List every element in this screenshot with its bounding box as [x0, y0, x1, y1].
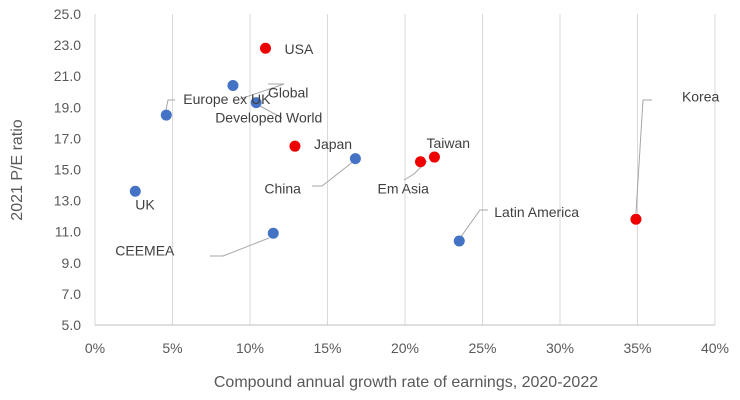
x-tick-label: 40%: [701, 340, 729, 356]
point-latin-america: [453, 235, 465, 247]
leader-lines: [165, 83, 652, 257]
label-taiwan: Taiwan: [426, 135, 470, 151]
leader-line-global: [239, 83, 285, 100]
x-tick-label: 0%: [85, 340, 105, 356]
point-europe-ex-uk: [160, 109, 172, 121]
label-developed-world: Developed World: [215, 110, 322, 126]
point-taiwan: [428, 151, 440, 163]
y-tick-label: 13.0: [54, 193, 81, 209]
y-tick-label: 11.0: [55, 224, 81, 240]
x-tick-label: 30%: [546, 340, 574, 356]
y-tick-label: 23.0: [54, 37, 81, 53]
gridlines: [94, 14, 716, 325]
y-tick-label: 21.0: [54, 68, 81, 84]
x-tick-label: 10%: [236, 340, 264, 356]
label-uk: UK: [135, 196, 155, 212]
point-global: [227, 80, 239, 92]
leader-line-latin-america: [459, 209, 488, 239]
label-china: China: [264, 181, 301, 197]
y-tick-label: 25.0: [54, 6, 81, 22]
label-japan: Japan: [314, 136, 352, 152]
y-tick-label: 9.0: [62, 255, 82, 271]
point-developed-world: [250, 97, 262, 109]
y-tick-label: 5.0: [62, 317, 82, 333]
label-korea: Korea: [682, 88, 720, 104]
point-em-asia: [415, 156, 426, 168]
leader-line-korea: [635, 99, 652, 214]
label-europe-ex-uk: Europe ex UK: [183, 91, 271, 107]
axes: 0% 5% 10% 15% 20% 25% 30% 35% 40% 5.0 7.0 9.0 11.0 13…: [54, 6, 729, 356]
point-usa: [260, 42, 271, 54]
leader-line-ceemea: [210, 237, 270, 257]
y-tick-label: 19.0: [54, 99, 81, 115]
leader-line-developed-world: [259, 105, 283, 119]
point-ceemea: [267, 227, 279, 239]
point-china: [349, 153, 361, 165]
point-korea: [630, 213, 642, 225]
point-japan: [289, 140, 301, 152]
x-tick-label: 15%: [313, 340, 341, 356]
label-ceemea: CEEMEA: [115, 242, 175, 258]
leader-line-europe-ex-uk: [165, 99, 175, 111]
point-uk: [129, 185, 141, 197]
y-tick-label: 7.0: [62, 286, 82, 302]
x-tick-label: 5%: [162, 340, 182, 356]
x-tick-label: 35%: [623, 340, 651, 356]
label-em-asia: Em Asia: [378, 181, 430, 197]
y-axis-title: 2021 P/E ratio: [9, 119, 26, 221]
label-usa: USA: [285, 41, 314, 57]
y-tick-label: 17.0: [54, 130, 81, 146]
x-tick-label: 20%: [391, 340, 419, 356]
y-tick-label: 15.0: [54, 162, 81, 178]
label-global: Global: [268, 85, 308, 101]
label-latin-america: Latin America: [494, 204, 579, 220]
data-points: [129, 42, 642, 247]
leader-line-china: [312, 160, 355, 187]
x-axis-title: Compound annual growth rate of earnings,…: [214, 374, 598, 391]
x-tick-label: 25%: [468, 340, 496, 356]
